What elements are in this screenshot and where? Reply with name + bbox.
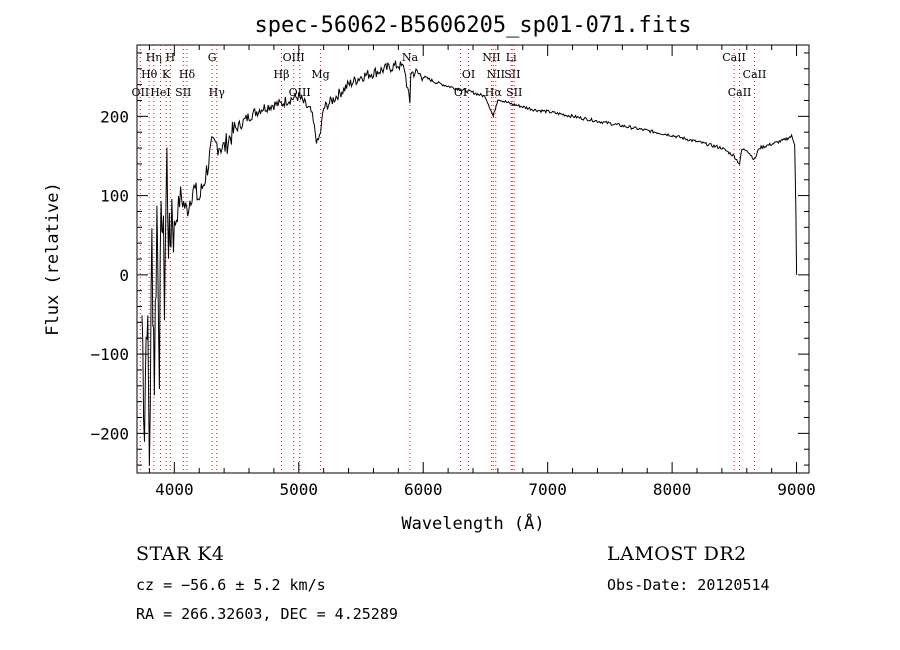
line-marker-label: CaII xyxy=(722,51,746,64)
line-marker-label: Li xyxy=(506,51,517,64)
x-tick-label: 8000 xyxy=(653,480,692,499)
object-class: STAR K4 xyxy=(136,543,225,565)
chart-title: spec-56062-B5606205_sp01-071.fits xyxy=(254,13,691,38)
x-tick-label: 9000 xyxy=(777,480,816,499)
ra-dec: RA = 266.32603, DEC = 4.25289 xyxy=(136,605,398,623)
line-marker-label: SII xyxy=(504,68,520,81)
x-tick-label: 5000 xyxy=(280,480,319,499)
axes: 4000 5000 6000 7000 8000 9000 −200 −100 0 100 200 xyxy=(90,45,816,499)
y-axis-label: Flux (relative) xyxy=(43,182,63,336)
line-marker-label: H xyxy=(166,51,176,64)
line-marker-label: OIII xyxy=(283,51,305,64)
line-marker-label: G xyxy=(208,51,217,64)
line-marker-label: Hα xyxy=(485,86,503,99)
y-tick-label: 100 xyxy=(100,187,129,206)
line-marker-label: CaII xyxy=(728,86,752,99)
redshift-cz: cz = −56.6 ± 5.2 km/s xyxy=(136,576,326,594)
line-marker-label: Hγ xyxy=(209,86,226,99)
y-tick-label: −200 xyxy=(90,424,129,443)
line-marker-label: Hη xyxy=(146,51,162,64)
x-tick-label: 6000 xyxy=(404,480,443,499)
y-tick-label: 200 xyxy=(100,107,129,126)
line-marker-label: K xyxy=(162,68,171,81)
line-marker-label: NII xyxy=(482,51,500,64)
emission-line-markers: OIIHθHηHeIKHSIIHδGHγHβOIIIOIIIMgNaOIOINI… xyxy=(132,45,767,473)
spectrum-line xyxy=(141,60,798,466)
line-marker-label: Mg xyxy=(311,68,329,81)
line-marker-label: Na xyxy=(402,51,419,64)
line-marker-label: CaII xyxy=(743,68,767,81)
plot-frame xyxy=(136,44,810,474)
x-tick-label: 4000 xyxy=(155,480,194,499)
y-tick-label: 0 xyxy=(119,266,129,285)
x-axis-label: Wavelength (Å) xyxy=(401,512,544,534)
x-tick-label: 7000 xyxy=(528,480,567,499)
line-marker-label: Hθ xyxy=(141,68,158,81)
line-marker-label: Hβ xyxy=(274,68,290,81)
line-marker-label: Hδ xyxy=(179,68,196,81)
data-release: LAMOST DR2 xyxy=(607,543,747,565)
line-marker-label: SII xyxy=(175,86,191,99)
line-marker-label: HeI xyxy=(150,86,170,99)
obs-date: Obs-Date: 20120514 xyxy=(607,576,770,594)
line-marker-label: SII xyxy=(506,86,522,99)
y-tick-label: −100 xyxy=(90,345,129,364)
line-marker-label: OI xyxy=(462,68,475,81)
line-marker-label: OII xyxy=(132,86,150,99)
line-marker-label: NII xyxy=(487,68,505,81)
